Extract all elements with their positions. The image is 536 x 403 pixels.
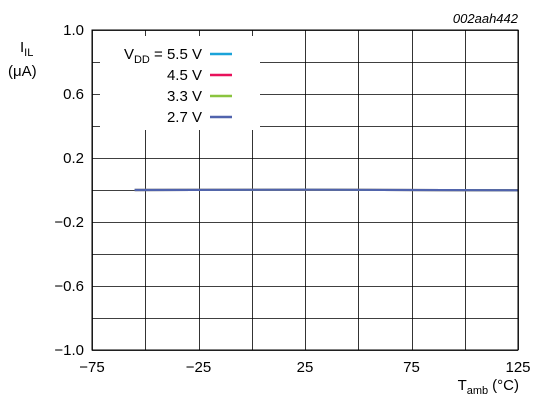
y-tick-label: 0.6 (63, 86, 84, 103)
y-tick-label: 0.2 (63, 150, 84, 167)
series-lines (134, 188, 519, 192)
x-tick-label: 25 (297, 359, 314, 376)
y-axis-label-main: I (20, 39, 24, 56)
x-tick-label: −75 (79, 359, 104, 376)
x-axis-label: Tamb (°C) (458, 377, 519, 397)
y-axis-unit: (μA) (8, 63, 37, 80)
legend-prefix-eq: = 5.5 V (150, 46, 202, 63)
x-tick-label: 125 (505, 359, 530, 376)
x-axis-label-main: T (458, 377, 467, 394)
legend-background (100, 36, 260, 130)
x-tick-label: 75 (403, 359, 420, 376)
tick-labels: 1.0 0.6 0.2 −0.2 −0.6 −1.0−75 −25 25 75 125 (54, 22, 530, 376)
x-axis-label-sub: amb (467, 385, 488, 397)
legend: VDD = 5.5 V4.5 V3.3 V2.7 V (100, 36, 260, 130)
y-tick-label: −1.0 (54, 342, 84, 359)
figure-id: 002aah442 (453, 11, 519, 26)
series-line (134, 188, 519, 192)
x-axis-label-unit: (°C) (492, 377, 519, 394)
legend-prefix-sub: DD (134, 54, 150, 66)
y-axis-label: IIL (20, 39, 33, 59)
y-tick-label: −0.6 (54, 278, 84, 295)
grid-lines (92, 30, 519, 351)
plot-frame (91, 29, 519, 351)
x-tick-label: −25 (186, 359, 211, 376)
legend-label: 2.7 V (167, 109, 202, 126)
legend-prefix-main: V (124, 46, 134, 63)
legend-label: 4.5 V (167, 67, 202, 84)
y-tick-label: 1.0 (63, 22, 84, 39)
legend-label: VDD = 5.5 V (124, 46, 202, 66)
legend-label: 3.3 V (167, 88, 202, 105)
y-axis-label-sub: IL (24, 47, 33, 59)
y-tick-label: −0.2 (54, 214, 84, 231)
